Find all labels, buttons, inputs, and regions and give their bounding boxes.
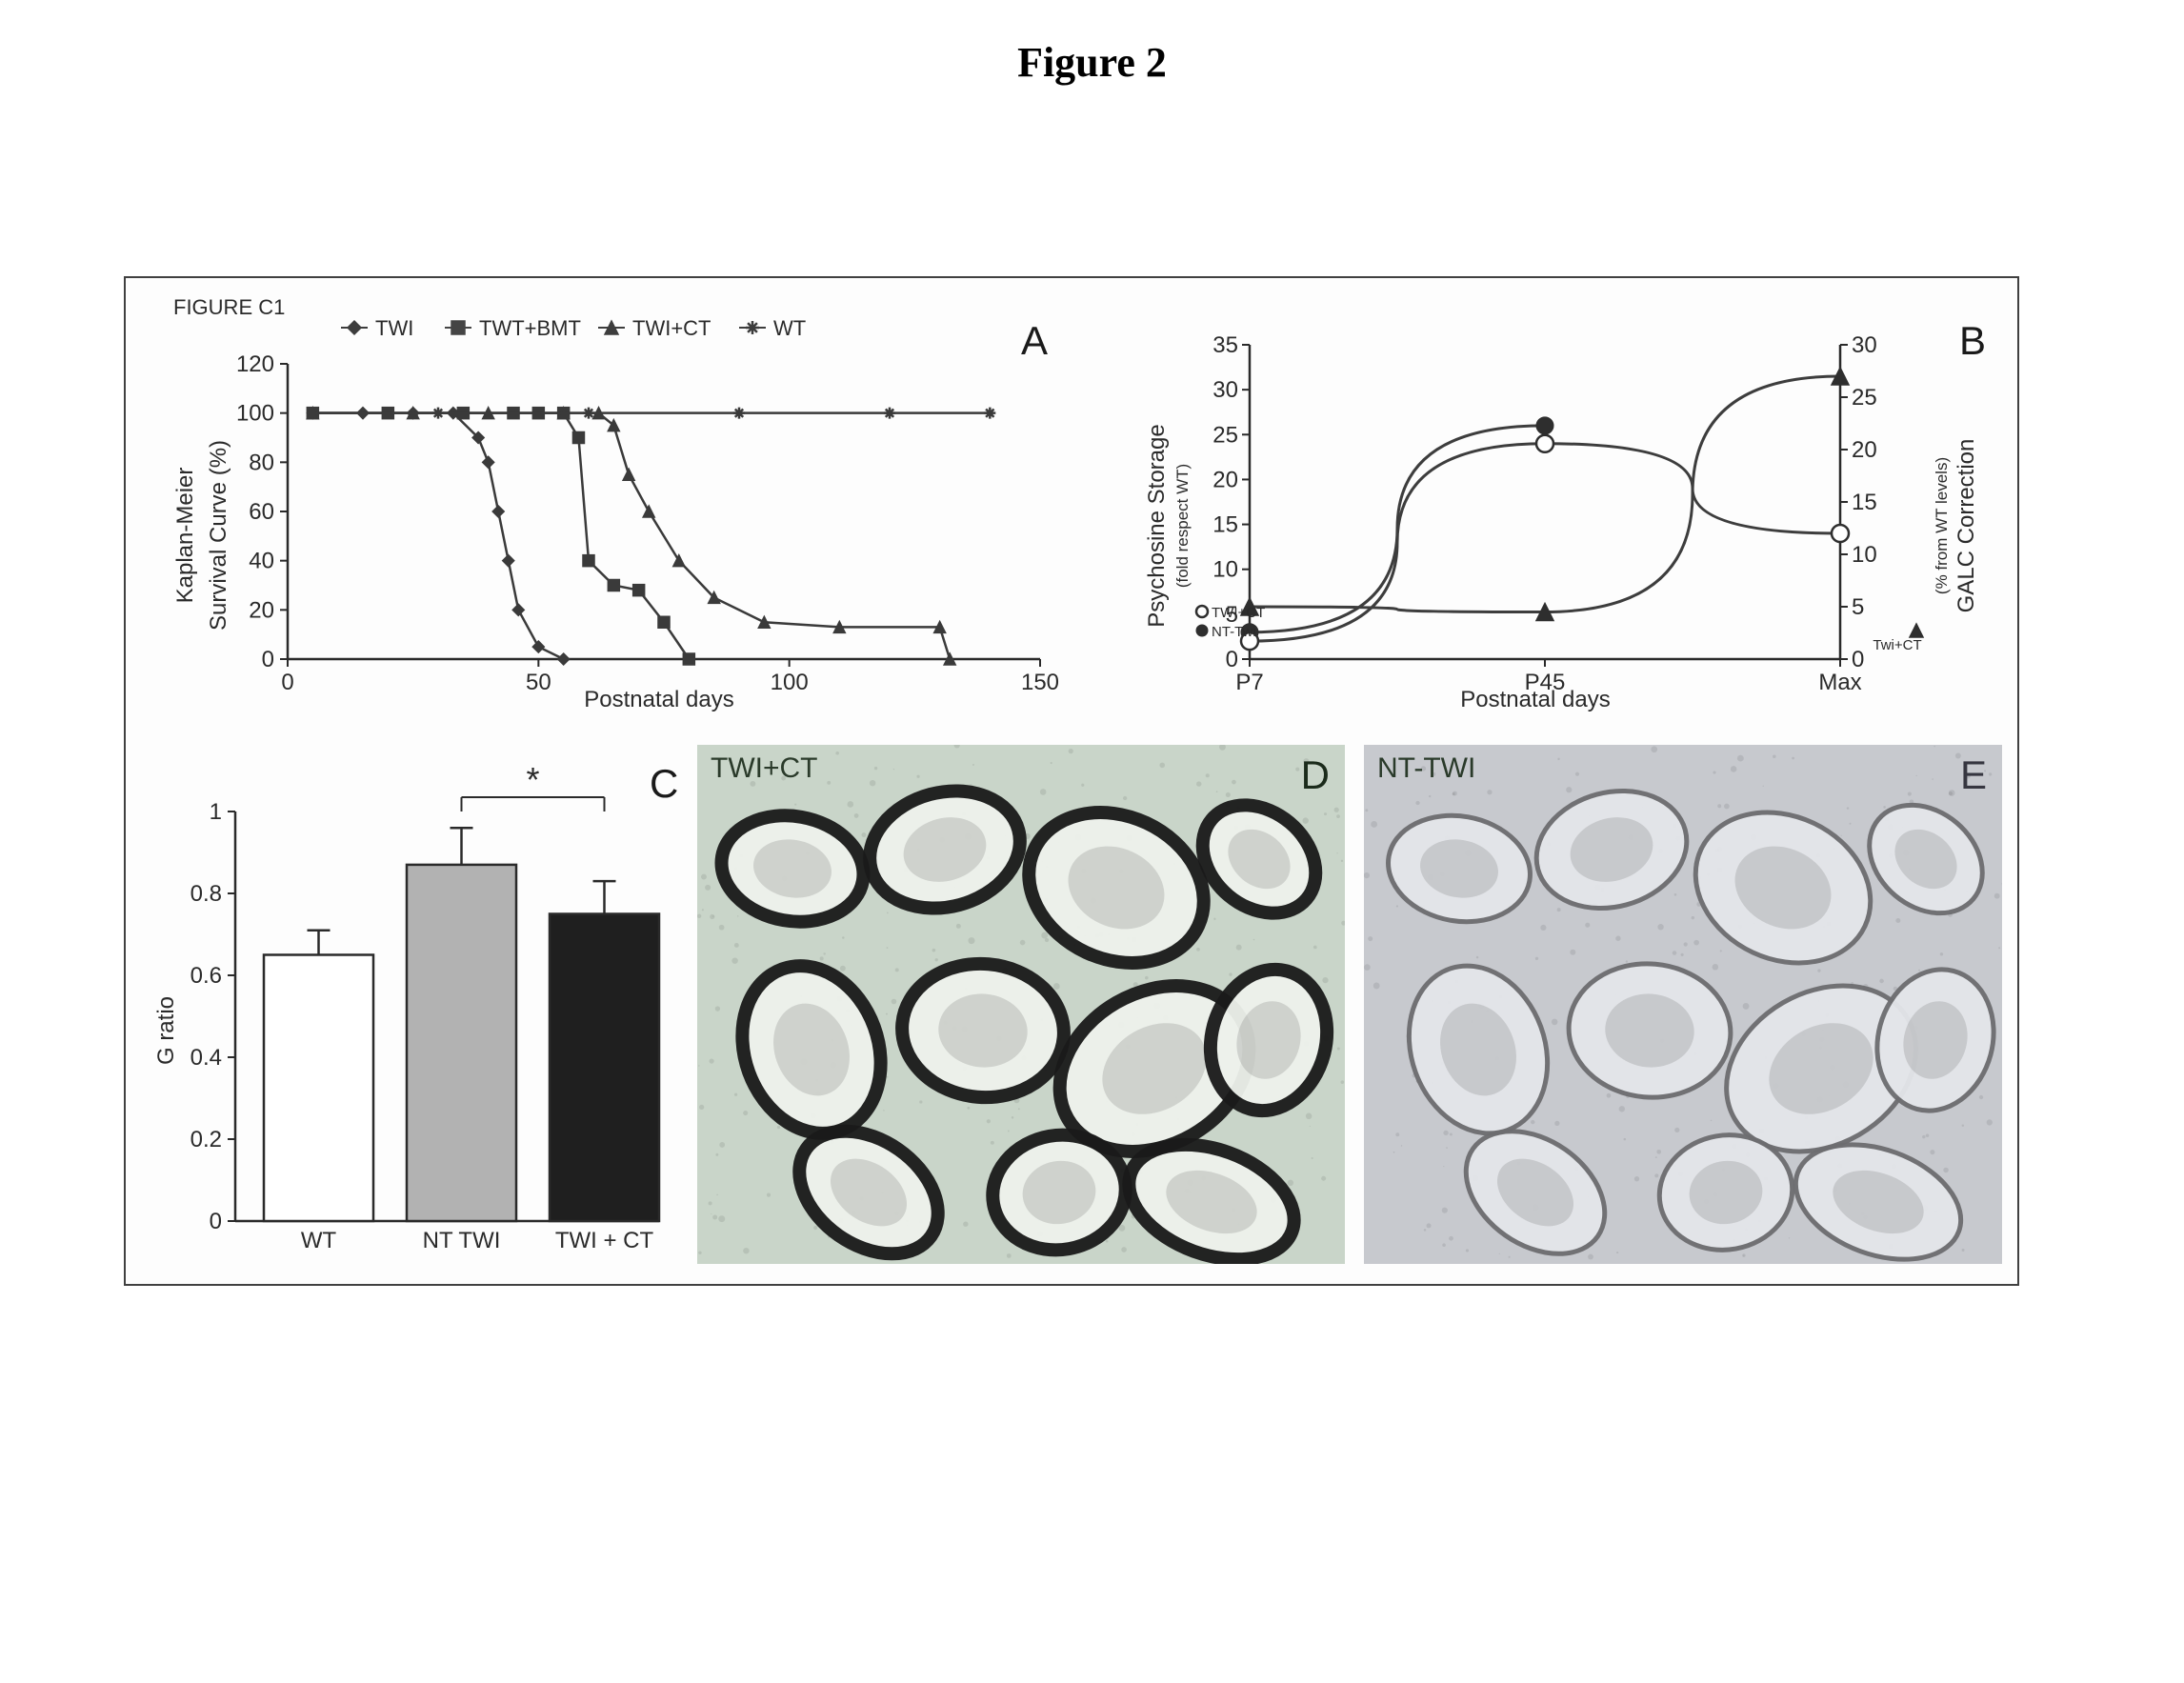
panel-c: 0 0.2 0.4 0.6 0.8 1 WT NT TWI TWI + CT * G ratio… xyxy=(145,745,678,1269)
svg-text:TWI+CT: TWI+CT xyxy=(1212,605,1265,621)
panel-d-label: TWI+CT xyxy=(711,752,818,785)
panel-a-ylabel2: Survival Curve (%) xyxy=(206,440,231,631)
panel-e-label: NT-TWI xyxy=(1377,752,1475,785)
svg-text:0.2: 0.2 xyxy=(190,1127,222,1152)
panel-b-legend-right: Twi+CT xyxy=(1873,624,1923,653)
svg-text:100: 100 xyxy=(236,401,274,427)
svg-text:20: 20 xyxy=(1852,437,1877,463)
svg-text:60: 60 xyxy=(249,499,274,525)
svg-text:0: 0 xyxy=(1852,647,1864,672)
svg-text:15: 15 xyxy=(1852,490,1877,515)
panel-letter-b: B xyxy=(1959,318,1986,363)
panel-a-legend: TWI TWT+BMT TWI+CT WT xyxy=(341,316,806,340)
panel-letter-e: E xyxy=(1960,752,1987,798)
svg-text:50: 50 xyxy=(526,670,551,695)
svg-text:80: 80 xyxy=(249,450,274,475)
svg-text:0.4: 0.4 xyxy=(190,1045,222,1071)
svg-text:TWI: TWI xyxy=(375,316,413,340)
svg-text:5: 5 xyxy=(1852,594,1864,620)
svg-text:100: 100 xyxy=(771,670,809,695)
svg-text:25: 25 xyxy=(1212,422,1238,448)
svg-text:WT: WT xyxy=(773,316,806,340)
panel-e-micrograph xyxy=(1364,745,2002,1264)
svg-text:0: 0 xyxy=(210,1209,222,1234)
figure-box: FIGURE C1 TWITWT+BMTTWI+CTWT 05010015002… xyxy=(124,276,2019,1286)
panel-letter-d: D xyxy=(1301,752,1330,798)
svg-text:NT TWI: NT TWI xyxy=(423,1228,501,1253)
panel-b: P7P45Max05101520253035051015202530 B Psy… xyxy=(1135,288,1993,716)
panel-c-bars: WT NT TWI TWI + CT * xyxy=(264,760,659,1253)
panel-letter-a: A xyxy=(1021,318,1048,363)
panel-a-xlabel: Postnatal days xyxy=(584,687,733,712)
panel-d: TWI+CT D xyxy=(697,745,1345,1264)
svg-text:Twi+CT: Twi+CT xyxy=(1873,637,1921,653)
svg-text:10: 10 xyxy=(1212,557,1238,583)
svg-text:0: 0 xyxy=(281,670,293,695)
panel-a-ylabel1: Kaplan-Meier xyxy=(172,468,198,604)
svg-text:35: 35 xyxy=(1212,332,1238,358)
svg-text:150: 150 xyxy=(1021,670,1059,695)
panel-a-axes: 0 50 100 150 0 20 40 60 80 100 120 xyxy=(236,351,1059,695)
svg-text:0: 0 xyxy=(262,647,274,672)
svg-text:Max: Max xyxy=(1818,670,1861,695)
panel-b-ylabel-right-small: (% from WT levels) xyxy=(1933,457,1951,594)
svg-text:30: 30 xyxy=(1852,332,1877,358)
panel-letter-c: C xyxy=(650,761,678,806)
svg-text:120: 120 xyxy=(236,351,274,377)
figure-title: Figure 2 xyxy=(1017,38,1167,87)
svg-text:NT-Twi: NT-Twi xyxy=(1212,624,1256,640)
panel-b-ylabel-left-small: (fold respect WT) xyxy=(1173,464,1192,588)
svg-text:0.8: 0.8 xyxy=(190,881,222,907)
figure-tag: FIGURE C1 xyxy=(173,295,285,319)
svg-text:20: 20 xyxy=(1212,467,1238,492)
svg-text:*: * xyxy=(526,760,539,799)
svg-text:15: 15 xyxy=(1212,512,1238,538)
panel-b-series xyxy=(1241,368,1849,650)
svg-text:TWT+BMT: TWT+BMT xyxy=(479,316,581,340)
svg-text:WT: WT xyxy=(301,1228,337,1253)
panel-e: NT-TWI E xyxy=(1364,745,2002,1264)
svg-text:20: 20 xyxy=(249,597,274,623)
svg-text:25: 25 xyxy=(1852,385,1877,411)
panel-b-axes: P7P45Max05101520253035051015202530 xyxy=(1212,332,1876,695)
panel-a-series xyxy=(307,408,995,665)
svg-text:30: 30 xyxy=(1212,377,1238,403)
svg-text:TWI + CT: TWI + CT xyxy=(555,1228,654,1253)
panel-d-micrograph xyxy=(697,745,1345,1264)
svg-text:40: 40 xyxy=(249,549,274,574)
svg-text:TWI+CT: TWI+CT xyxy=(632,316,711,340)
panel-c-ylabel: G ratio xyxy=(153,996,179,1065)
svg-text:1: 1 xyxy=(210,799,222,825)
panel-b-ylabel-left: Psychosine Storage xyxy=(1144,424,1170,627)
svg-text:0: 0 xyxy=(1226,647,1238,672)
panel-a: FIGURE C1 TWI TWT+BMT TWI+CT WT 0 50 100 150 0 2… xyxy=(145,288,1097,716)
svg-text:P7: P7 xyxy=(1235,670,1263,695)
panel-b-xlabel: Postnatal days xyxy=(1460,687,1610,712)
svg-text:10: 10 xyxy=(1852,542,1877,568)
panel-b-ylabel-right: GALC Correction xyxy=(1954,439,1979,613)
svg-text:0.6: 0.6 xyxy=(190,963,222,989)
